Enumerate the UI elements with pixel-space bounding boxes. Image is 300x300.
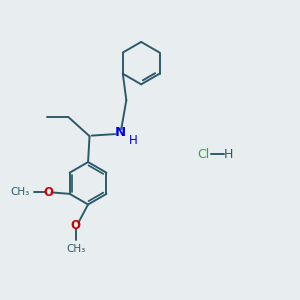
Text: O: O: [71, 219, 81, 232]
Text: CH₃: CH₃: [66, 244, 85, 254]
Text: H: H: [128, 134, 137, 147]
Text: Cl: Cl: [197, 148, 209, 161]
Text: O: O: [44, 186, 53, 199]
Text: H: H: [224, 148, 234, 161]
Text: N: N: [115, 126, 126, 139]
Text: CH₃: CH₃: [11, 188, 30, 197]
